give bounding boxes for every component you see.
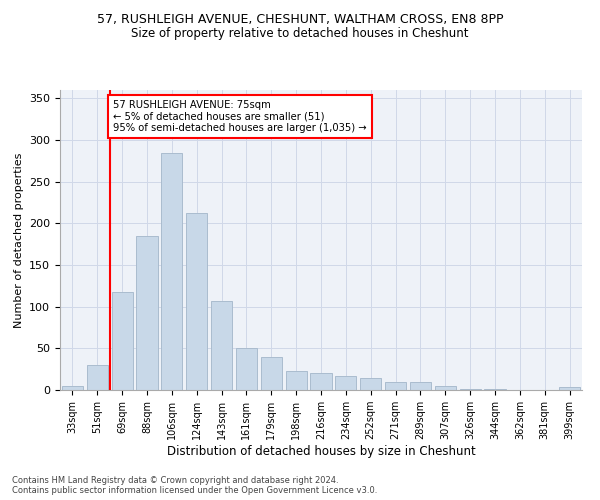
Y-axis label: Number of detached properties: Number of detached properties xyxy=(14,152,23,328)
Bar xyxy=(360,378,381,390)
Bar xyxy=(335,376,356,390)
Bar xyxy=(62,386,83,390)
Bar xyxy=(211,301,232,390)
Bar xyxy=(484,389,506,390)
Bar xyxy=(87,365,108,390)
Bar xyxy=(112,292,133,390)
Text: 57, RUSHLEIGH AVENUE, CHESHUNT, WALTHAM CROSS, EN8 8PP: 57, RUSHLEIGH AVENUE, CHESHUNT, WALTHAM … xyxy=(97,12,503,26)
Bar xyxy=(261,356,282,390)
Bar xyxy=(385,382,406,390)
Bar xyxy=(559,386,580,390)
Bar xyxy=(136,236,158,390)
Bar xyxy=(435,386,456,390)
Bar xyxy=(186,214,207,390)
Bar xyxy=(310,374,332,390)
Bar xyxy=(410,382,431,390)
Text: Size of property relative to detached houses in Cheshunt: Size of property relative to detached ho… xyxy=(131,28,469,40)
Bar xyxy=(236,348,257,390)
Text: 57 RUSHLEIGH AVENUE: 75sqm
← 5% of detached houses are smaller (51)
95% of semi-: 57 RUSHLEIGH AVENUE: 75sqm ← 5% of detac… xyxy=(113,100,367,133)
Bar xyxy=(286,371,307,390)
Text: Contains public sector information licensed under the Open Government Licence v3: Contains public sector information licen… xyxy=(12,486,377,495)
Text: Contains HM Land Registry data © Crown copyright and database right 2024.: Contains HM Land Registry data © Crown c… xyxy=(12,476,338,485)
Bar xyxy=(460,389,481,390)
Bar xyxy=(161,152,182,390)
X-axis label: Distribution of detached houses by size in Cheshunt: Distribution of detached houses by size … xyxy=(167,445,475,458)
